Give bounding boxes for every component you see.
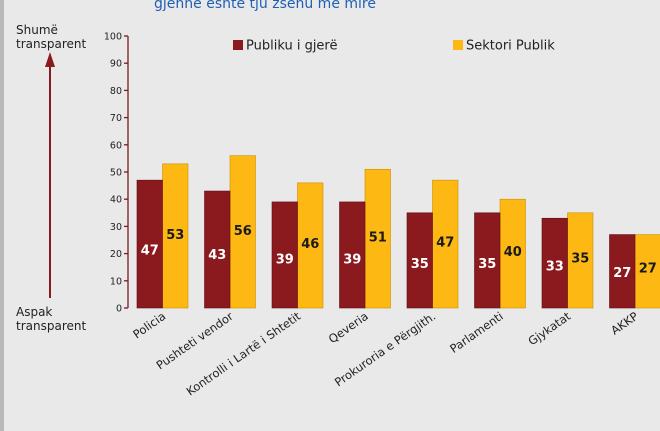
data-label-sektori-publik: 35 (571, 251, 589, 266)
data-label-sektori-publik: 46 (301, 237, 319, 252)
category-label: Gjykatat (525, 309, 573, 349)
scale-bottom-label-line-1: Aspak (16, 305, 53, 319)
y-tick-label: 30 (110, 222, 122, 233)
scale-top-label: Shumë transparent (16, 23, 86, 51)
y-tick-label: 90 (110, 59, 122, 70)
caption-text: gjennë është tju zsehu me mire (154, 0, 376, 11)
category-label: AKKP (608, 309, 641, 338)
legend-label-1: Publiku i gjerë (246, 39, 338, 54)
y-tick-label: 80 (110, 86, 122, 97)
category-label: Qeveria (326, 309, 371, 346)
category-label: Kontrolli i Lartë i Shtetit (184, 309, 304, 399)
bar-publiku-i-gjere (136, 179, 163, 309)
bar-publiku-i-gjere (204, 190, 231, 309)
scale-arrow-head (45, 52, 55, 67)
legend-label-2: Sektori Publik (466, 39, 555, 54)
bar-publiku-i-gjere (339, 201, 366, 309)
data-label-publiku-i-gjere: 35 (411, 257, 429, 272)
bar-sektori-publik (432, 179, 459, 309)
data-label-publiku-i-gjere: 27 (613, 266, 631, 281)
data-label-publiku-i-gjere: 33 (546, 259, 564, 274)
legend-swatch-1 (233, 40, 243, 50)
bar-sektori-publik (364, 168, 391, 309)
data-label-publiku-i-gjere: 39 (343, 252, 361, 267)
data-label-sektori-publik: 56 (234, 224, 252, 239)
bar-sektori-publik (634, 234, 660, 309)
y-tick-label: 70 (110, 113, 122, 124)
y-tick-label: 60 (110, 140, 122, 151)
bar-sektori-publik (297, 182, 324, 309)
data-label-sektori-publik: 53 (166, 228, 184, 243)
data-label-sektori-publik: 27 (639, 262, 657, 277)
bar-sektori-publik (567, 212, 594, 309)
bar-sektori-publik (229, 155, 256, 309)
y-tick-label: 100 (104, 32, 122, 43)
data-label-publiku-i-gjere: 39 (276, 252, 294, 267)
y-tick-label: 40 (110, 195, 122, 206)
y-tick-label: 0 (116, 304, 122, 315)
bar-chart: 0 10 20 30 40 50 60 70 80 90 100 Publiku i gjerë Sek… (45, 32, 660, 399)
scale-bottom-label: Aspak transparent (16, 305, 86, 333)
data-label-publiku-i-gjere: 35 (478, 257, 496, 272)
data-label-sektori-publik: 51 (369, 230, 387, 245)
y-tick-label: 50 (110, 168, 122, 179)
data-label-sektori-publik: 40 (504, 245, 522, 260)
scale-top-label-line-1: Shumë (16, 23, 58, 37)
scale-bottom-label-line-2: transparent (16, 319, 87, 333)
legend-swatch-2 (453, 40, 463, 50)
bar-publiku-i-gjere (474, 212, 501, 309)
y-tick-label: 10 (110, 276, 122, 287)
scale-top-label-line-2: transparent (16, 37, 87, 51)
bar-publiku-i-gjere (406, 212, 433, 309)
bar-publiku-i-gjere (609, 234, 636, 309)
category-label: Parlamenti (447, 309, 506, 356)
data-label-publiku-i-gjere: 47 (141, 243, 159, 258)
y-tick-label: 20 (110, 249, 122, 260)
data-label-sektori-publik: 47 (436, 236, 454, 251)
category-label: Policia (130, 309, 168, 341)
bar-publiku-i-gjere (271, 201, 298, 309)
data-label-publiku-i-gjere: 43 (208, 248, 226, 263)
bar-publiku-i-gjere (541, 217, 568, 309)
